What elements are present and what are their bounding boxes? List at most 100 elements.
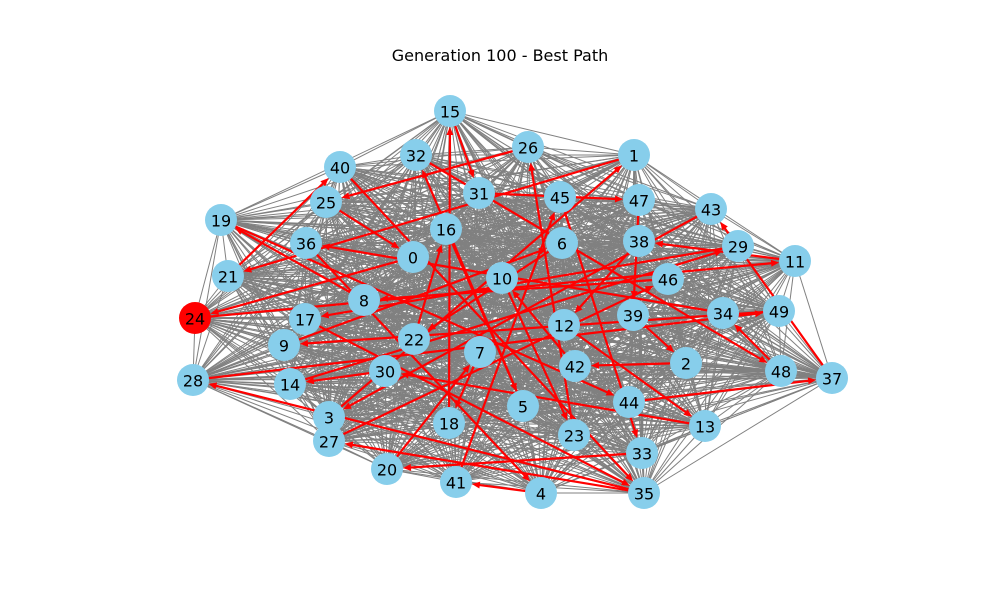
node-label: 33 xyxy=(632,445,652,464)
node-circle xyxy=(558,419,590,451)
edge-20-40 xyxy=(339,166,388,470)
edge-23-30 xyxy=(384,370,575,436)
edge-1-15 xyxy=(449,110,635,156)
node-label: 0 xyxy=(408,249,418,268)
node-circle xyxy=(779,245,811,277)
node-circle xyxy=(434,95,466,127)
node-label: 7 xyxy=(475,344,485,363)
edge-20-37 xyxy=(386,377,833,470)
edge-29-45 xyxy=(559,196,739,247)
node-circle xyxy=(512,131,544,163)
edge-28-36 xyxy=(192,242,307,381)
node-circle xyxy=(816,362,848,394)
edge-34-35 xyxy=(643,312,724,494)
node-circle xyxy=(623,225,655,257)
node-label: 42 xyxy=(565,358,585,377)
edge-24-45 xyxy=(194,196,561,319)
edge-39-43 xyxy=(632,208,712,316)
path-edge-36-4 xyxy=(304,241,531,482)
node-19: 19 xyxy=(205,204,237,236)
node-26: 26 xyxy=(512,131,544,163)
edge-16-41 xyxy=(445,228,457,483)
node-30: 30 xyxy=(369,355,401,387)
path-edge-49-9 xyxy=(299,309,781,347)
node-circle xyxy=(433,407,465,439)
edge-20-35 xyxy=(386,468,645,494)
node-27: 27 xyxy=(313,425,345,457)
node-circle xyxy=(371,453,403,485)
node-circle xyxy=(507,390,539,422)
node-label: 5 xyxy=(518,398,528,417)
edge-24-42 xyxy=(194,317,576,367)
path-edge-20-7 xyxy=(385,364,471,471)
node-label: 2 xyxy=(681,355,691,374)
edge-24-29 xyxy=(194,245,739,319)
node-48: 48 xyxy=(765,355,797,387)
node-circle xyxy=(348,284,380,316)
node-33: 33 xyxy=(626,437,658,469)
edge-14-32 xyxy=(289,154,417,385)
node-label: 23 xyxy=(564,427,584,446)
node-label: 37 xyxy=(822,370,842,389)
node-circle xyxy=(707,297,739,329)
node-label: 46 xyxy=(658,271,678,290)
node-label: 26 xyxy=(518,139,538,158)
node-label: 35 xyxy=(634,485,654,504)
node-label: 18 xyxy=(439,415,459,434)
edge-42-43 xyxy=(574,208,712,367)
node-21: 21 xyxy=(212,260,244,292)
edge-29-47 xyxy=(638,199,739,247)
node-label: 22 xyxy=(404,331,424,350)
node-34: 34 xyxy=(707,297,739,329)
edge-34-43 xyxy=(710,208,724,314)
node-circle xyxy=(628,477,660,509)
edge-22-28 xyxy=(192,338,415,381)
edge-44-48 xyxy=(628,370,782,403)
node-label: 24 xyxy=(185,310,205,329)
node-label: 10 xyxy=(492,270,512,289)
node-0: 0 xyxy=(397,241,429,273)
path-edge-23-26 xyxy=(528,162,576,437)
edge-32-42 xyxy=(415,154,576,367)
node-circle xyxy=(689,410,721,442)
node-circle xyxy=(212,260,244,292)
edge-37-41 xyxy=(455,377,833,483)
node-18: 18 xyxy=(433,407,465,439)
node-circle xyxy=(763,295,795,327)
node-41: 41 xyxy=(440,466,472,498)
node-circle xyxy=(397,241,429,273)
node-circle xyxy=(559,350,591,382)
node-11: 11 xyxy=(779,245,811,277)
node-label: 1 xyxy=(629,147,639,166)
node-circle xyxy=(398,323,430,355)
chart-title: Generation 100 - Best Path xyxy=(391,46,609,65)
node-circle xyxy=(623,184,655,216)
node-label: 25 xyxy=(316,194,336,213)
node-circle xyxy=(670,347,702,379)
node-42: 42 xyxy=(559,350,591,382)
edge-44-49 xyxy=(628,310,780,403)
edge-25-31 xyxy=(325,192,480,203)
node-circle xyxy=(525,477,557,509)
node-5: 5 xyxy=(507,390,539,422)
node-label: 43 xyxy=(701,201,721,220)
edge-27-48 xyxy=(328,370,782,442)
edge-23-37 xyxy=(573,377,833,436)
node-label: 40 xyxy=(330,159,350,178)
edge-38-41 xyxy=(455,240,640,483)
node-35: 35 xyxy=(628,477,660,509)
node-circle xyxy=(486,262,518,294)
node-6: 6 xyxy=(546,227,578,259)
node-circle xyxy=(617,299,649,331)
node-28: 28 xyxy=(177,364,209,396)
node-24: 24 xyxy=(179,302,211,334)
path-edge-26-25 xyxy=(341,145,530,200)
edge-11-37 xyxy=(794,260,833,379)
path-edge-19-44 xyxy=(219,218,615,396)
edge-32-36 xyxy=(305,154,417,244)
edge-24-36 xyxy=(194,242,307,319)
node-circle xyxy=(430,213,462,245)
edge-26-36 xyxy=(305,146,529,244)
node-39: 39 xyxy=(617,299,649,331)
node-circle xyxy=(274,368,306,400)
